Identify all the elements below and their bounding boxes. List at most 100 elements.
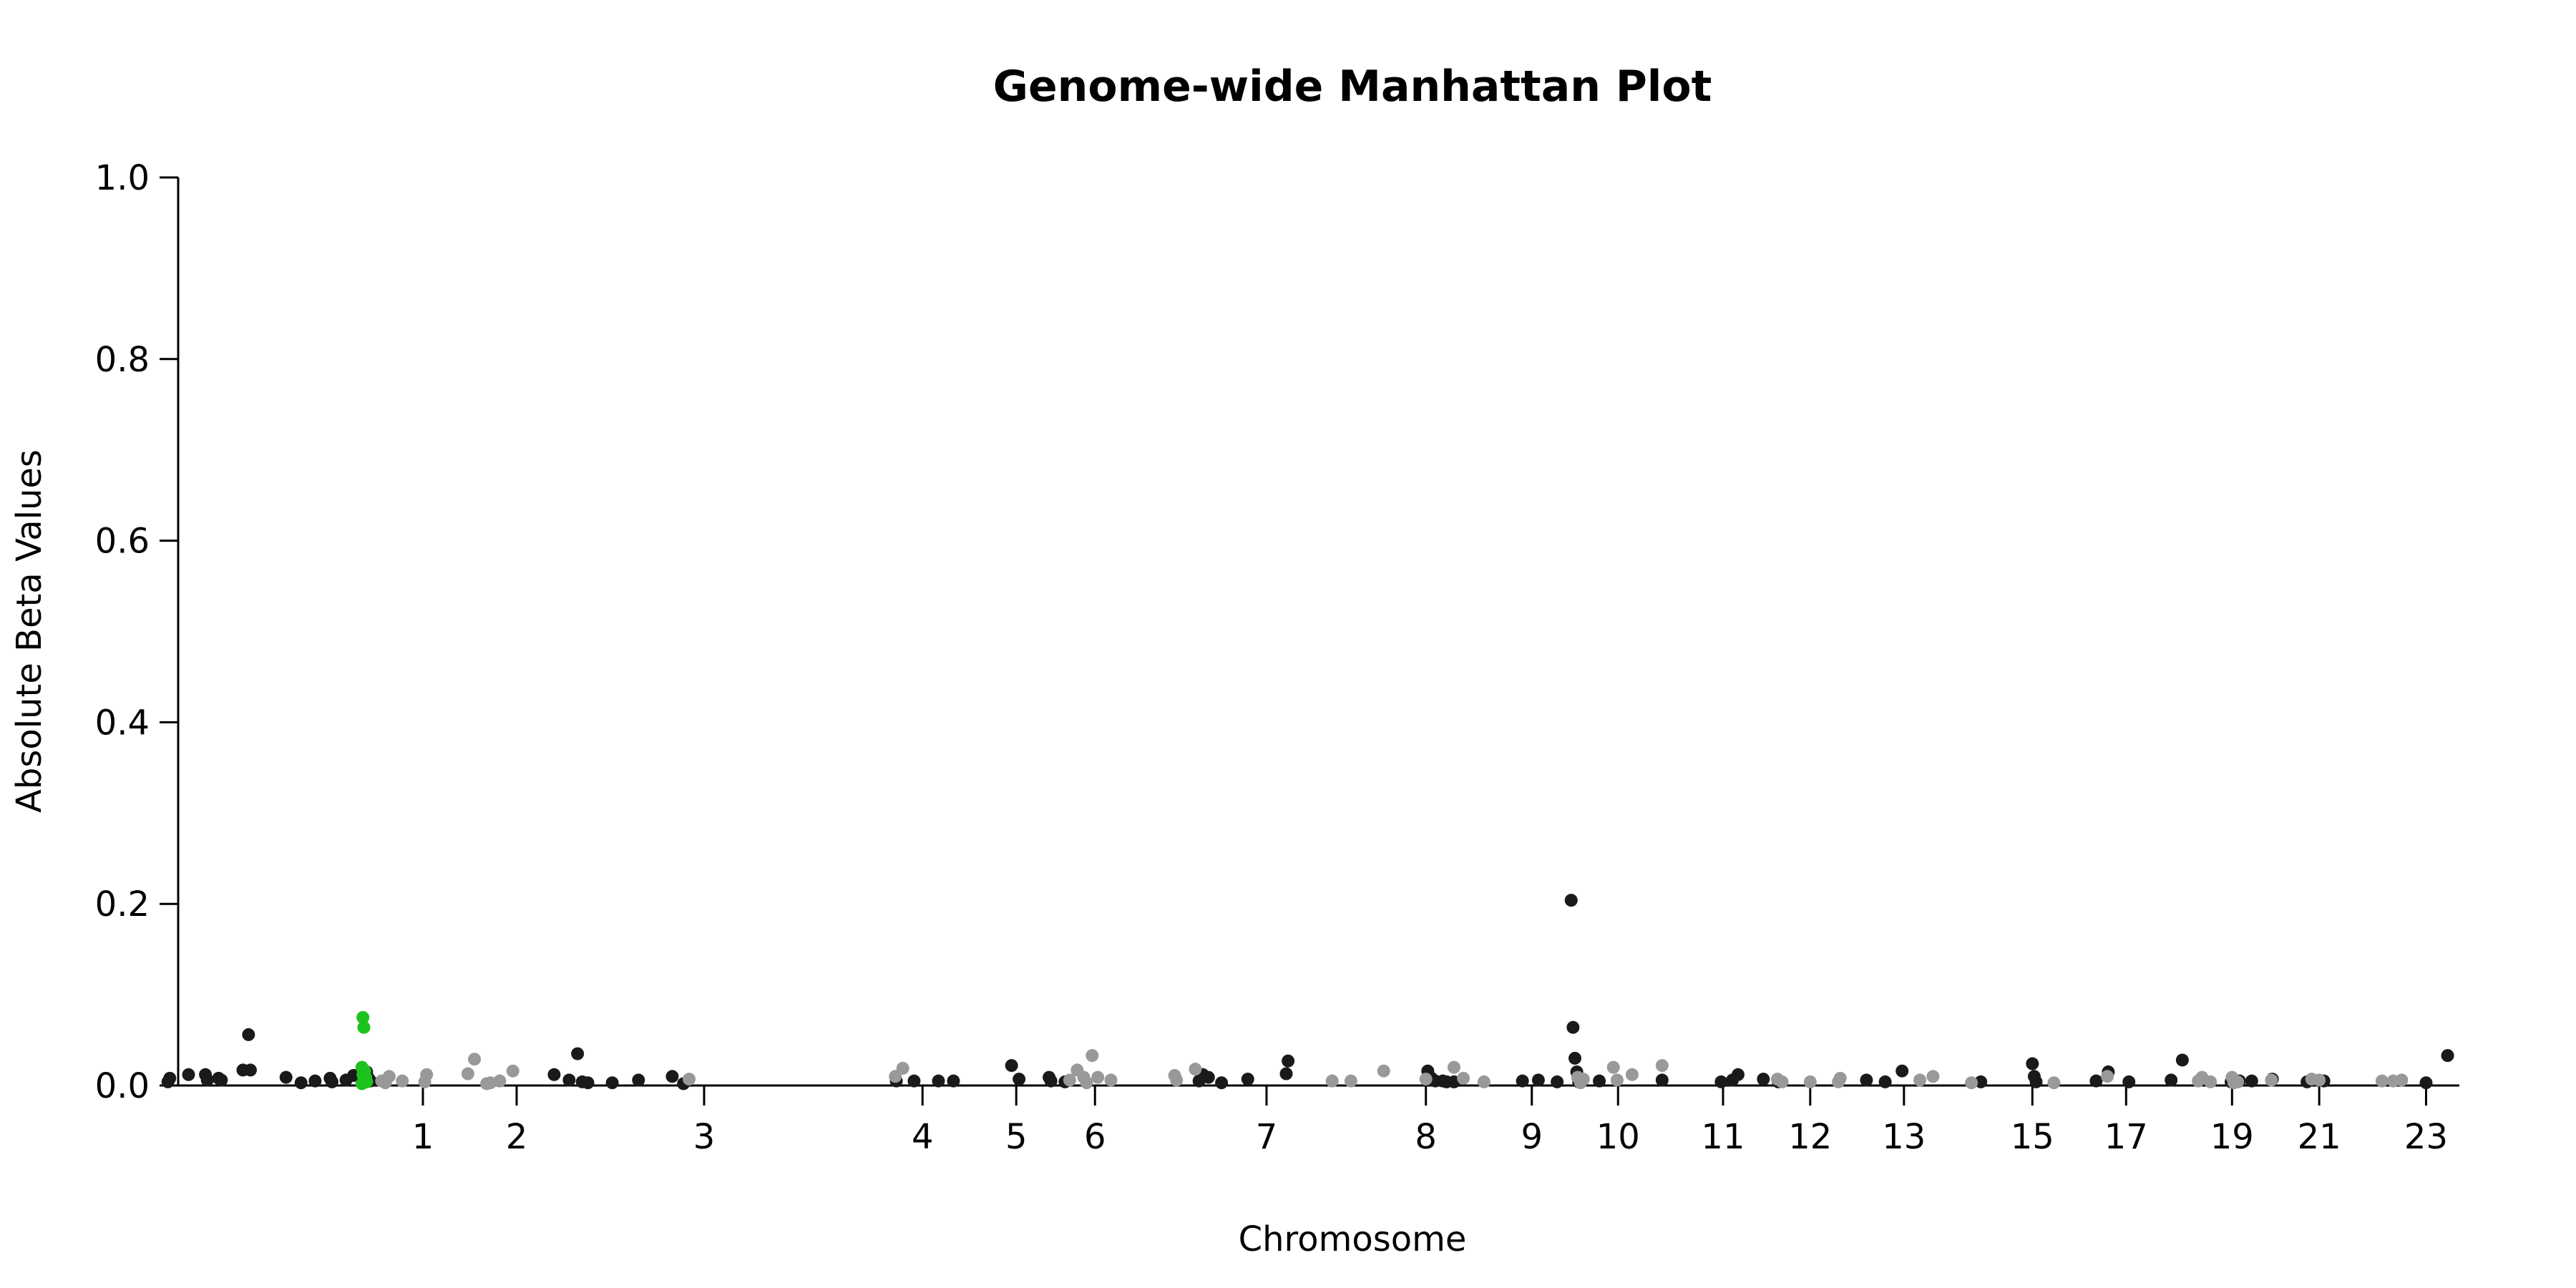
x-tick-label: 2 (506, 1117, 528, 1157)
data-point-dark (1564, 894, 1578, 907)
x-tick-label: 5 (1005, 1117, 1028, 1157)
x-tick-label: 4 (912, 1117, 934, 1157)
data-point-light (1477, 1075, 1491, 1088)
data-point-dark (2245, 1074, 2258, 1088)
data-point-light (2204, 1075, 2218, 1088)
data-point-dark (547, 1068, 561, 1081)
data-point-dark (1568, 1051, 1581, 1065)
x-tick-label: 3 (693, 1117, 716, 1157)
data-point-dark (1013, 1073, 1026, 1086)
x-tick-label: 10 (1596, 1117, 1640, 1157)
data-point-light (683, 1073, 696, 1086)
data-point-dark (2441, 1049, 2454, 1063)
data-point-light (1965, 1076, 1979, 1090)
x-tick-label: 8 (1415, 1117, 1437, 1157)
data-point-dark (1282, 1054, 1295, 1068)
x-tick-label: 19 (2210, 1117, 2254, 1157)
data-point-light (1803, 1075, 1817, 1088)
data-point-dark (1593, 1074, 1606, 1088)
data-point-dark (947, 1074, 960, 1088)
data-point-dark (294, 1076, 308, 1090)
x-tick-label: 15 (2011, 1117, 2054, 1157)
data-point-dark (243, 1063, 257, 1077)
data-point-dark (1878, 1075, 1892, 1088)
data-point-light (896, 1061, 909, 1075)
data-point-light (461, 1067, 474, 1080)
data-point-dark (932, 1074, 945, 1088)
data-point-dark (242, 1028, 255, 1041)
data-point-dark (308, 1074, 322, 1088)
data-point-light (1091, 1070, 1105, 1084)
data-point-light (1104, 1073, 1118, 1087)
chart-title: Genome-wide Manhattan Plot (993, 62, 1712, 112)
data-point-light (396, 1074, 409, 1088)
data-point-light (1926, 1070, 1940, 1083)
data-point-dark (2089, 1074, 2103, 1088)
data-point-dark (182, 1068, 195, 1081)
data-point-dark (1974, 1075, 1988, 1088)
y-axis-label: Absolute Beta Values (9, 449, 49, 813)
data-point-light (493, 1074, 507, 1088)
data-point-highlight (357, 1020, 371, 1034)
data-point-light (1085, 1049, 1099, 1063)
data-point-dark (1655, 1073, 1669, 1087)
x-tick-label: 7 (1256, 1117, 1278, 1157)
data-point-highlight (355, 1077, 369, 1091)
y-tick-label: 0.0 (95, 1066, 150, 1106)
data-point-light (1063, 1073, 1076, 1087)
data-point-dark (200, 1073, 214, 1087)
data-point-light (1419, 1073, 1433, 1086)
data-point-light (468, 1053, 482, 1066)
x-tick-label: 12 (1788, 1117, 1832, 1157)
data-point-dark (2175, 1053, 2189, 1067)
data-point-light (1457, 1071, 1470, 1085)
y-tick-label: 0.6 (95, 522, 150, 562)
data-point-dark (325, 1075, 338, 1088)
y-tick-label: 1.0 (95, 158, 150, 198)
data-point-dark (1005, 1059, 1018, 1073)
data-point-light (1377, 1064, 1390, 1078)
data-point-highlight (356, 1010, 370, 1024)
data-point-light (2047, 1076, 2061, 1090)
data-point-dark (1566, 1020, 1580, 1034)
data-point-light (1080, 1076, 1093, 1090)
data-point-light (1610, 1073, 1624, 1087)
x-tick-label: 6 (1084, 1117, 1106, 1157)
data-point-light (382, 1070, 396, 1083)
data-point-light (1655, 1059, 1669, 1073)
y-tick-label: 0.4 (95, 703, 150, 743)
data-point-dark (1201, 1070, 1215, 1084)
data-point-dark (1531, 1073, 1545, 1087)
data-point-dark (1215, 1076, 1229, 1090)
data-point-light (2225, 1070, 2239, 1084)
data-point-dark (1279, 1067, 1293, 1080)
data-point-light (2313, 1073, 2326, 1087)
x-axis-ticks: 1 2 3 4 5 6 7 8 9 10 11 12 13 15 17 19 21 23 (412, 1085, 2448, 1157)
x-tick-label: 17 (2104, 1117, 2148, 1157)
data-point-dark (1551, 1075, 1564, 1088)
data-point-light (1606, 1060, 1620, 1074)
data-point-light (506, 1064, 519, 1078)
data-point-dark (2029, 1075, 2043, 1088)
x-tick-label: 11 (1701, 1117, 1745, 1157)
data-point-light (2101, 1070, 2114, 1083)
data-point-dark (632, 1073, 645, 1087)
data-point-light (1775, 1075, 1789, 1088)
data-point-dark (1516, 1074, 1529, 1088)
data-point-dark (581, 1076, 595, 1090)
data-point-dark (605, 1076, 619, 1090)
data-point-dark (907, 1074, 921, 1088)
data-point-dark (1241, 1073, 1254, 1086)
x-tick-label: 9 (1521, 1117, 1543, 1157)
data-point-dark (1714, 1075, 1728, 1088)
data-point-dark (347, 1069, 361, 1083)
data-point-light (889, 1070, 902, 1083)
x-tick-label: 21 (2298, 1117, 2341, 1157)
data-point-dark (1896, 1064, 1909, 1078)
x-axis-label: Chromosome (1239, 1219, 1467, 1259)
data-point-light (420, 1068, 434, 1081)
data-point-light (1833, 1071, 1847, 1085)
data-point-dark (215, 1073, 228, 1087)
data-point-dark (279, 1070, 293, 1084)
